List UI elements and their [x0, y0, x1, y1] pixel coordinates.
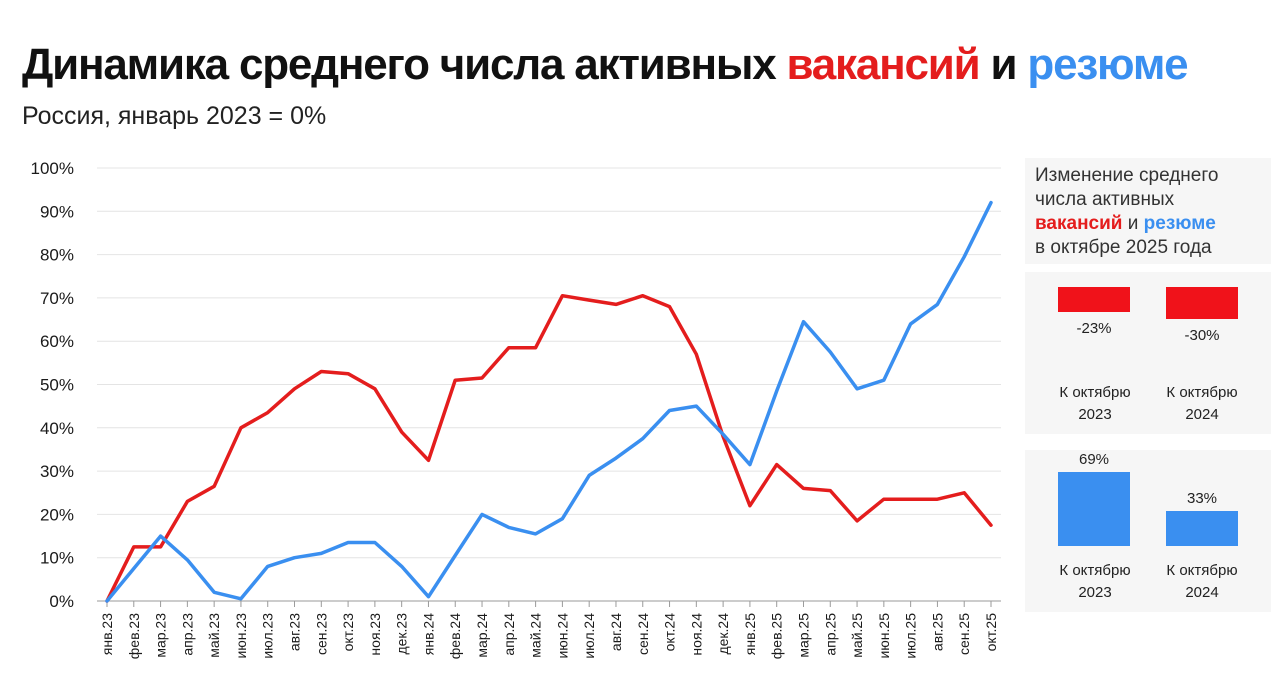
- x-tick-label: ноя.23: [367, 613, 383, 656]
- x-tick-label: авг.24: [608, 613, 624, 651]
- y-tick-label: 10%: [40, 549, 74, 568]
- x-tick-label: май.24: [528, 613, 544, 658]
- x-tick-label: июн.24: [554, 613, 570, 659]
- x-tick-label: июл.24: [581, 613, 597, 659]
- vacancies-caption-2023-line2: 2023: [1078, 406, 1112, 423]
- x-tick-label: ноя.24: [688, 613, 704, 656]
- vacancies-line: [105, 293, 993, 603]
- resumes-caption-2023-line1: К октябрю: [1059, 562, 1131, 579]
- x-tick-label: янв.24: [420, 613, 436, 655]
- page-subtitle: Россия, январь 2023 = 0%: [22, 102, 327, 130]
- vacancies-caption-2024-line2: 2024: [1185, 406, 1219, 423]
- x-tick-label: окт.24: [662, 613, 678, 652]
- vacancies-bar-2024: [1166, 287, 1238, 320]
- x-tick-label: сен.24: [635, 613, 651, 655]
- x-tick-label: сен.23: [313, 613, 329, 655]
- x-tick-label: сен.25: [956, 613, 972, 655]
- title-resumes: резюме: [1027, 40, 1188, 89]
- x-tick-label: фев.24: [447, 613, 463, 659]
- resumes-value-2023: 69%: [1078, 451, 1110, 469]
- summary-heading-line1: Изменение среднего: [1035, 165, 1219, 186]
- vacancies-caption-2023: К октябрю 2023: [1040, 382, 1150, 426]
- y-tick-label: 40%: [40, 419, 74, 438]
- x-tick-label: июн.25: [876, 613, 892, 659]
- x-tick-label: июл.25: [903, 613, 919, 659]
- resumes-caption-2023-line2: 2023: [1078, 584, 1112, 601]
- vacancies-value-2023: -23%: [1076, 319, 1112, 337]
- summary-heading-vacancies: вакансий: [1035, 213, 1123, 234]
- line-chart: 0% 10% 20% 30% 40% 50% 60% 70% 80% 90% 100% янв.23 ф…: [31, 159, 1001, 659]
- summary-heading-resumes: резюме: [1143, 213, 1216, 234]
- vacancies-value-2024: -30%: [1184, 327, 1220, 345]
- vacancies-caption-2024: К октябрю 2024: [1147, 382, 1257, 426]
- y-tick-label: 80%: [40, 246, 74, 265]
- vacancies-bar-2023: [1058, 287, 1130, 312]
- x-tick-label: мар.24: [474, 613, 490, 658]
- vacancies-caption-2024-line1: К октябрю: [1166, 384, 1238, 401]
- vacancies-change-panel: -23% -30% К октябрю 2023 К октябрю 2024: [1025, 272, 1271, 434]
- resumes-line: [105, 200, 993, 603]
- summary-heading: Изменение среднего числа активных ваканс…: [1025, 158, 1271, 264]
- resumes-caption-2024-line2: 2024: [1185, 584, 1219, 601]
- x-tick-label: май.25: [849, 613, 865, 658]
- y-tick-label: 0%: [49, 592, 74, 611]
- resumes-bar-2023: [1058, 472, 1130, 546]
- resumes-caption-2024-line1: К октябрю: [1166, 562, 1238, 579]
- y-tick-label: 70%: [40, 289, 74, 308]
- summary-heading-line2: числа активных: [1035, 189, 1175, 210]
- title-main: Динамика среднего числа активных: [22, 40, 777, 89]
- x-tick-label: фев.23: [126, 613, 142, 659]
- title-and: и: [990, 40, 1018, 89]
- resumes-bar-2024: [1166, 510, 1238, 546]
- summary-heading-and: и: [1122, 213, 1144, 234]
- x-tick-label: янв.23: [99, 613, 115, 655]
- x-tick-label: июл.23: [260, 613, 276, 659]
- resumes-change-panel: 69% 33% К октябрю 2023 К октябрю 2024: [1025, 450, 1271, 612]
- x-tick-label: апр.24: [501, 613, 517, 656]
- y-tick-label: 100%: [31, 159, 74, 178]
- x-tick-label: дек.24: [715, 613, 731, 655]
- x-tick-label: янв.25: [742, 613, 758, 655]
- x-tick-label: апр.23: [179, 613, 195, 656]
- x-tick-label: авг.23: [287, 613, 303, 651]
- summary-heading-line4: в октябре 2025 года: [1035, 237, 1212, 258]
- title-vacancies: вакансий: [786, 40, 981, 89]
- y-tick-label: 30%: [40, 462, 74, 481]
- x-tick-label: мар.25: [795, 613, 811, 658]
- y-tick-label: 20%: [40, 505, 74, 524]
- x-tick-label: июн.23: [233, 613, 249, 659]
- x-tick-label: апр.25: [822, 613, 838, 656]
- x-tick-label: мар.23: [153, 613, 169, 658]
- page-title: Динамика среднего числа активных ваканси…: [22, 40, 1189, 90]
- x-tick-label: май.23: [206, 613, 222, 658]
- y-tick-label: 50%: [40, 376, 74, 395]
- vacancies-caption-2023-line1: К октябрю: [1059, 384, 1131, 401]
- y-tick-label: 60%: [40, 332, 74, 351]
- x-tick-label: окт.23: [340, 613, 356, 652]
- summary-heading-line3: вакансий и резюме: [1035, 212, 1261, 236]
- x-tick-label: окт.25: [983, 613, 999, 652]
- x-tick-label: фев.25: [769, 613, 785, 659]
- y-tick-label: 90%: [40, 202, 74, 221]
- resumes-value-2024: 33%: [1186, 489, 1218, 507]
- x-tick-label: дек.23: [394, 613, 410, 655]
- resumes-caption-2023: К октябрю 2023: [1040, 560, 1150, 604]
- x-tick-label: авг.25: [929, 613, 945, 651]
- resumes-caption-2024: К октябрю 2024: [1147, 560, 1257, 604]
